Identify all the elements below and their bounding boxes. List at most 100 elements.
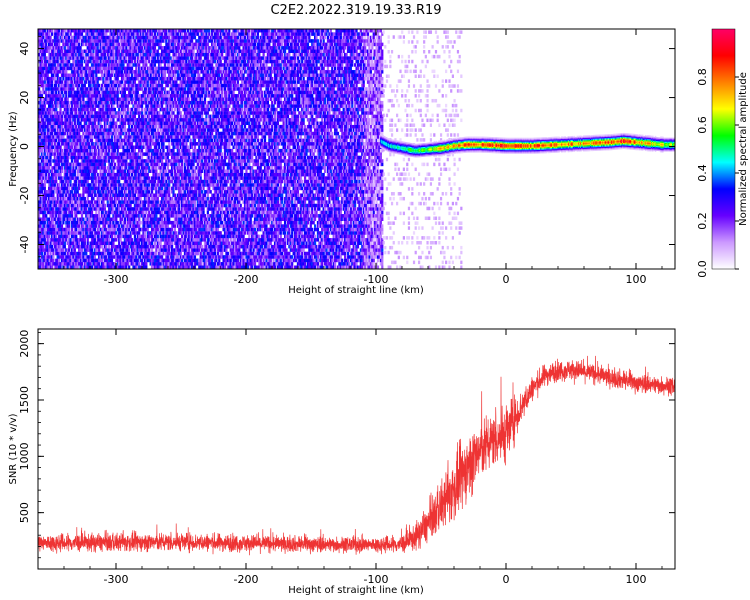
heatmap-cell	[154, 56, 156, 60]
heatmap-cell	[122, 132, 124, 136]
heatmap-cell	[155, 170, 157, 174]
heatmap-cell	[132, 87, 134, 91]
heatmap-cell	[148, 176, 150, 180]
heatmap-cell	[147, 26, 149, 30]
heatmap-cell	[55, 139, 57, 143]
heatmap-cell	[145, 262, 147, 266]
heatmap-cell	[118, 242, 120, 246]
heatmap-cell	[52, 221, 54, 225]
heatmap-cell	[118, 115, 120, 119]
heatmap-cell	[130, 135, 132, 139]
heatmap-cell	[105, 170, 107, 174]
heatmap-cell	[97, 26, 99, 30]
heatmap-cell	[107, 80, 109, 84]
heatmap-cell	[154, 46, 156, 50]
heatmap-cell	[71, 122, 73, 126]
heatmap-cell	[151, 190, 153, 194]
heatmap-cell	[42, 245, 44, 249]
heatmap-cell	[85, 56, 87, 60]
heatmap-cell	[94, 235, 96, 239]
heatmap-cell	[131, 94, 133, 98]
heatmap-cell	[148, 56, 150, 60]
heatmap-cell	[51, 43, 53, 47]
heatmap-cell	[55, 26, 57, 30]
heatmap-cell	[91, 248, 93, 252]
heatmap-cell	[150, 194, 152, 198]
heatmap-cell	[78, 242, 80, 246]
heatmap-cell	[48, 235, 50, 239]
heatmap-cell	[45, 214, 47, 218]
heatmap-cell	[47, 74, 49, 78]
heatmap-cell	[112, 159, 114, 163]
heatmap-cell	[48, 32, 50, 36]
heatmap-cell	[44, 221, 46, 225]
heatmap-cell	[59, 146, 61, 150]
heatmap-cell	[64, 197, 66, 201]
heatmap-cell	[52, 194, 54, 198]
heatmap-cell	[98, 262, 100, 266]
heatmap-cell	[137, 91, 139, 95]
heatmap-cell	[141, 252, 143, 256]
heatmap-cell	[148, 132, 150, 136]
heatmap-cell	[39, 200, 41, 204]
heatmap-cell	[44, 80, 46, 84]
heatmap-cell	[57, 36, 59, 40]
heatmap-cell	[92, 53, 94, 57]
heatmap-cell	[104, 207, 106, 211]
heatmap-cell	[47, 259, 49, 263]
heatmap-cell	[134, 115, 136, 119]
heatmap-cell	[132, 252, 134, 256]
heatmap-cell	[138, 224, 140, 228]
heatmap-cell	[55, 176, 57, 180]
heatmap-cell	[155, 108, 157, 112]
heatmap-cell	[81, 248, 83, 252]
heatmap-cell	[130, 63, 132, 67]
heatmap-cell	[82, 26, 84, 30]
heatmap-cell	[147, 74, 149, 78]
heatmap-cell	[82, 43, 84, 47]
heatmap-cell	[47, 238, 49, 242]
heatmap-cell	[131, 238, 133, 242]
heatmap-cell	[122, 259, 124, 263]
heatmap-cell	[105, 125, 107, 129]
heatmap-cell	[87, 139, 89, 143]
heatmap-cell	[120, 26, 122, 30]
heatmap-cell	[71, 159, 73, 163]
heatmap-cell	[59, 218, 61, 222]
heatmap-cell	[99, 122, 101, 126]
heatmap-cell	[112, 104, 114, 108]
heatmap-cell	[112, 56, 114, 60]
heatmap-cell	[127, 26, 129, 30]
heatmap-cell	[147, 228, 149, 232]
heatmap-cell	[68, 26, 70, 30]
heatmap-cell	[105, 255, 107, 259]
heatmap-cell	[64, 132, 66, 136]
heatmap-cell	[97, 125, 99, 129]
heatmap-cell	[75, 125, 77, 129]
heatmap-cell	[135, 67, 137, 71]
heatmap-cell	[62, 26, 64, 30]
heatmap-cell	[44, 128, 46, 132]
heatmap-cell	[101, 152, 103, 156]
heatmap-cell	[124, 218, 126, 222]
heatmap-cell	[42, 32, 44, 36]
heatmap-cell	[74, 152, 76, 156]
heatmap-cell	[157, 197, 159, 201]
heatmap-cell	[122, 77, 124, 81]
heatmap-cell	[51, 101, 53, 105]
heatmap-cell	[52, 207, 54, 211]
heatmap-cell	[68, 104, 70, 108]
heatmap-cell	[102, 231, 104, 235]
heatmap-cell	[59, 221, 61, 225]
heatmap-cell	[98, 224, 100, 228]
heatmap-cell	[41, 94, 43, 98]
heatmap-cell	[51, 149, 53, 153]
heatmap-cell	[78, 224, 80, 228]
heatmap-cell	[62, 180, 64, 184]
heatmap-cell	[65, 70, 67, 74]
heatmap-cell	[82, 194, 84, 198]
heatmap-cell	[89, 26, 91, 30]
heatmap-cell	[107, 235, 109, 239]
heatmap-cell	[114, 228, 116, 232]
heatmap-cell	[67, 156, 69, 160]
